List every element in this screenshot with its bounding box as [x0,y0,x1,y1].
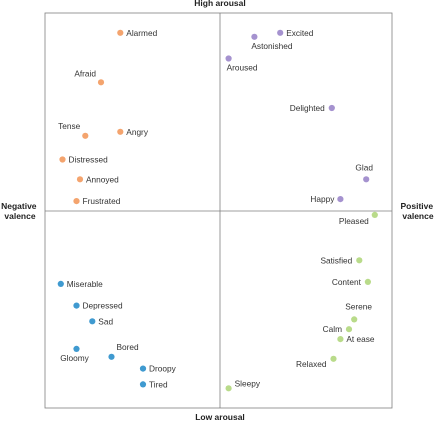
point-label-pleased: Pleased [339,216,369,226]
point-label-distressed: Distressed [69,155,109,165]
axis-label-right: Positive valence [401,201,436,221]
point-angry [117,128,124,135]
point-frustrated [73,198,80,205]
point-calm [345,326,353,333]
point-label-alarmed: Alarmed [126,28,157,38]
point-label-afraid: Afraid [74,68,96,78]
point-miserable [57,280,64,287]
axis-label-left: Negative valence [1,201,39,221]
point-label-serene: Serene [345,301,372,311]
point-label-sad: Sad [98,316,113,326]
plot-frame [44,12,393,409]
point-label-tense: Tense [58,121,81,131]
point-label-relaxed: Relaxed [296,359,327,369]
point-excited [277,29,284,36]
point-label-sleepy: Sleepy [235,378,261,388]
point-afraid [97,79,105,86]
point-glad [363,176,370,183]
point-bored [108,353,115,360]
point-label-bored: Bored [117,342,140,352]
point-aroused [225,55,232,62]
point-droopy [139,365,147,372]
point-label-astonished: Astonished [251,41,292,51]
point-label-aroused: Aroused [227,63,258,73]
point-label-satisfied: Satisfied [320,255,352,265]
point-delighted [328,104,335,112]
point-distressed [59,156,66,163]
point-pleased [371,211,378,218]
point-label-delighted: Delighted [290,103,325,113]
point-label-glad: Glad [355,162,373,172]
axis-label-right-line-1: Positive [401,201,434,211]
point-label-content: Content [332,277,362,287]
point-content [364,278,371,285]
point-sad [89,318,96,325]
point-label-droopy: Droopy [149,364,177,374]
point-label-annoyed: Annoyed [86,174,119,184]
point-satisfied [356,257,363,264]
point-tense [82,132,89,139]
axis-label-left-line-2: valence [4,211,35,221]
point-label-miserable: Miserable [67,279,103,289]
point-sleepy [225,385,232,392]
point-label-gloomy: Gloomy [60,353,89,363]
point-label-angry: Angry [126,127,149,137]
point-relaxed [330,355,337,362]
point-label-depressed: Depressed [83,301,124,311]
point-label-excited: Excited [286,28,314,38]
point-astonished [251,33,258,40]
point-happy [337,196,344,203]
point-label-calm: Calm [323,324,342,334]
axis-label-right-line-2: valence [402,211,433,221]
point-label-happy: Happy [310,194,335,204]
point-label-tired: Tired [149,379,168,389]
point-label-at-ease: At ease [346,334,375,344]
axis-label-top: High arousal [194,0,245,8]
point-at-ease [337,336,344,343]
emotion-points: Alarmed Afraid Tense Angry Distressed Annoyed… [57,28,378,392]
point-alarmed [117,29,124,36]
point-gloomy [73,345,80,352]
point-annoyed [76,176,84,183]
point-depressed [73,302,80,309]
point-label-frustrated: Frustrated [83,196,121,206]
axis-label-bottom: Low arousal [195,412,245,422]
point-serene [351,316,358,323]
axis-label-left-line-1: Negative [1,201,37,211]
point-tired [139,381,147,388]
